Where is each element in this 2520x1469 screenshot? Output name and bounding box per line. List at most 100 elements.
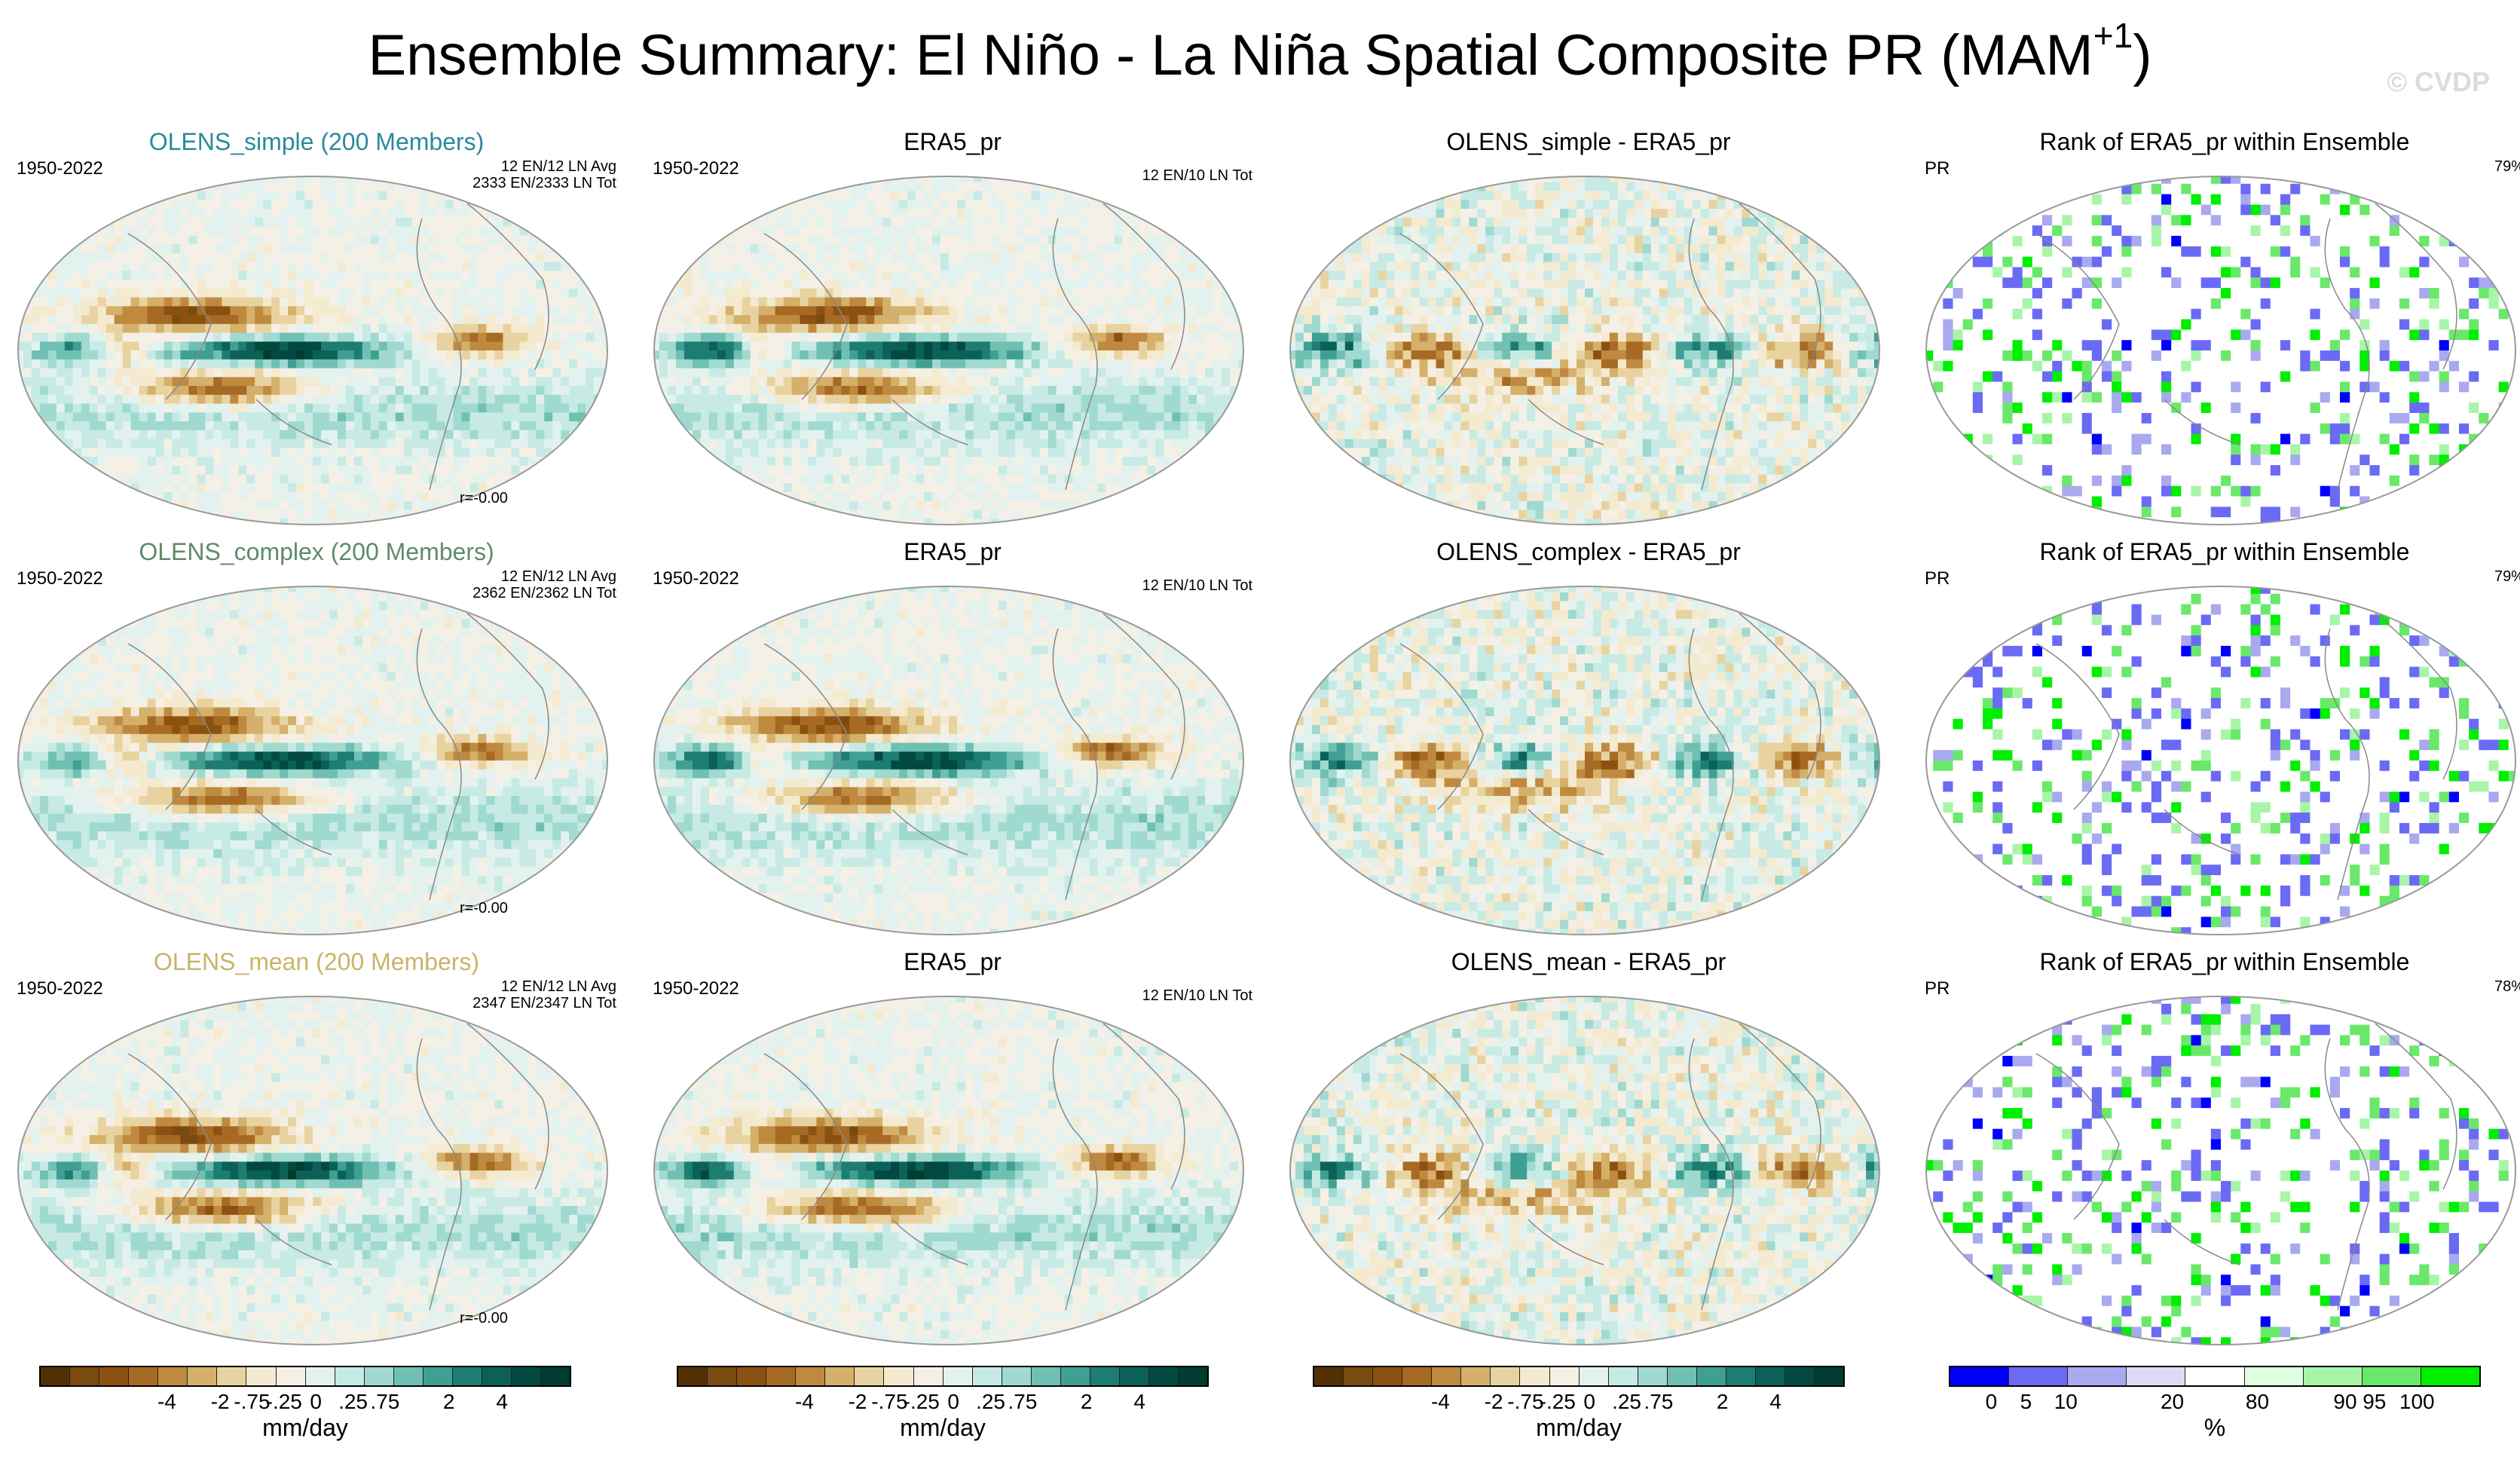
colorbar-tick-label: 80 xyxy=(2246,1390,2269,1414)
ensemble-panel: OLENS_simple (200 Members) 1950-2022 12 EN… xyxy=(15,128,618,539)
ensemble-info: 12 EN/12 LN Avg 2347 EN/2347 LN Tot xyxy=(472,978,616,1011)
colorbar-tick-label: -2 xyxy=(1485,1390,1503,1414)
observed-panel: ERA5_pr 1950-2022 12 EN/10 LN Tot xyxy=(651,128,1254,539)
colorbar-swatch xyxy=(364,1367,394,1385)
colorbar-swatch xyxy=(452,1367,482,1385)
obs-map xyxy=(653,176,1244,525)
ensemble-avg-info: 12 EN/12 LN Avg xyxy=(472,978,616,995)
colorbar-tick-label: -.25 xyxy=(1540,1390,1576,1414)
colorbar-swatch xyxy=(246,1367,277,1385)
colorbar-swatch xyxy=(70,1367,100,1385)
observed-info: 12 EN/10 LN Tot xyxy=(1142,167,1252,184)
period-label: 1950-2022 xyxy=(653,158,739,179)
colorbar-tick-label: .75 xyxy=(1644,1390,1673,1414)
colorbar-tick-label: -.75 xyxy=(871,1390,907,1414)
rank-colorbar: 0 5 10 20 80 90 95 100 % xyxy=(1949,1366,2481,1442)
colorbar-swatch xyxy=(512,1367,542,1385)
figure-title: Ensemble Summary: El Niño - La Niña Spat… xyxy=(0,16,2520,88)
period-label: 1950-2022 xyxy=(17,978,103,999)
colorbar-swatch xyxy=(884,1367,914,1385)
colorbar-swatch xyxy=(305,1367,335,1385)
colorbar-swatch xyxy=(1491,1367,1521,1385)
colorbar-swatch xyxy=(2127,1367,2186,1385)
colorbar-swatch xyxy=(1344,1367,1374,1385)
colorbar-tick-label: -2 xyxy=(849,1390,867,1414)
ensemble-tot-info: 2347 EN/2347 LN Tot xyxy=(472,995,616,1011)
rank-percent: 78% xyxy=(2494,978,2520,995)
colorbar-tick-label: -.25 xyxy=(904,1390,940,1414)
colorbar-swatch xyxy=(1149,1367,1179,1385)
colorbar-swatch xyxy=(1549,1367,1580,1385)
rank-percent: 79% xyxy=(2494,158,2520,175)
colorbar-swatch xyxy=(1179,1367,1208,1385)
colorbar-swatch xyxy=(2185,1367,2245,1385)
colorbar-swatch xyxy=(1461,1367,1491,1385)
colorbar-tick-label: 20 xyxy=(2161,1390,2184,1414)
colorbar-swatch xyxy=(1314,1367,1344,1385)
pr-colorbar-3: -4 -2 -.75 -.25 0 .25.75 2 4 mm/day xyxy=(1313,1366,1845,1442)
colorbar-swatch xyxy=(276,1367,306,1385)
colorbar-swatch xyxy=(541,1367,570,1385)
pattern-correlation: r=-0.00 xyxy=(460,490,508,507)
rank-percent: 79% xyxy=(2494,568,2520,585)
difference-title: OLENS_complex - ERA5_pr xyxy=(1287,538,1890,566)
colorbar-swatch xyxy=(1950,1367,2010,1385)
obs-map xyxy=(653,586,1244,935)
difference-panel: OLENS_simple - ERA5_pr xyxy=(1287,128,1890,539)
colorbar-swatch xyxy=(335,1367,365,1385)
ensemble-title: OLENS_simple (200 Members) xyxy=(15,128,618,156)
colorbar-swatch xyxy=(855,1367,885,1385)
ensemble-title: OLENS_mean (200 Members) xyxy=(15,948,618,976)
colorbar-tick-label: -4 xyxy=(795,1390,814,1414)
colorbar-swatch xyxy=(482,1367,512,1385)
colorbar-swatch xyxy=(1726,1367,1756,1385)
rank-title: Rank of ERA5_pr within Ensemble xyxy=(1923,538,2520,566)
colorbar-tick-label: -.75 xyxy=(1507,1390,1543,1414)
colorbar-swatch xyxy=(217,1367,247,1385)
colorbar-tick-label: 2 xyxy=(1081,1390,1093,1414)
colorbar-units: mm/day xyxy=(677,1414,1209,1442)
rank-title: Rank of ERA5_pr within Ensemble xyxy=(1923,128,2520,156)
colorbar-units: mm/day xyxy=(1313,1414,1845,1442)
colorbar-swatch xyxy=(99,1367,130,1385)
colorbar-swatches xyxy=(39,1366,571,1387)
ens-map xyxy=(17,176,608,525)
colorbar-tick-label: 4 xyxy=(496,1390,508,1414)
rank-map xyxy=(1925,586,2516,935)
colorbar-swatches xyxy=(1949,1366,2481,1387)
observed-title: ERA5_pr xyxy=(651,538,1254,566)
colorbar-tick-label: -4 xyxy=(1431,1390,1450,1414)
colorbar-swatch xyxy=(2421,1367,2479,1385)
colorbar-swatch xyxy=(2362,1367,2421,1385)
colorbar-swatch xyxy=(1031,1367,1061,1385)
colorbar-swatch xyxy=(423,1367,453,1385)
ensemble-tot-info: 2362 EN/2362 LN Tot xyxy=(472,585,616,601)
colorbar-swatch xyxy=(708,1367,738,1385)
watermark: © CVDP xyxy=(2387,66,2490,98)
colorbar-swatch xyxy=(1432,1367,1462,1385)
observed-title: ERA5_pr xyxy=(651,128,1254,156)
colorbar-tick-label: .25 xyxy=(338,1390,368,1414)
ensemble-title: OLENS_complex (200 Members) xyxy=(15,538,618,566)
colorbar-swatch xyxy=(943,1367,973,1385)
colorbar-swatch xyxy=(2244,1367,2304,1385)
colorbar-swatch xyxy=(1520,1367,1550,1385)
colorbar-tick-label: .25 xyxy=(976,1390,1005,1414)
colorbar-tick-label: 95 xyxy=(2362,1390,2386,1414)
colorbar-swatch xyxy=(1815,1367,1844,1385)
colorbar-swatch xyxy=(1579,1367,1609,1385)
ensemble-info: 12 EN/12 LN Avg 2362 EN/2362 LN Tot xyxy=(472,568,616,601)
ens-map xyxy=(17,996,608,1345)
colorbar-tick-label: 4 xyxy=(1133,1390,1145,1414)
observed-info: 12 EN/10 LN Tot xyxy=(1142,987,1252,1004)
colorbar-swatch xyxy=(1608,1367,1638,1385)
colorbar-swatch xyxy=(678,1367,708,1385)
colorbar-swatch xyxy=(1002,1367,1032,1385)
diff-map xyxy=(1289,586,1880,935)
colorbar-swatch xyxy=(1696,1367,1726,1385)
rank-map xyxy=(1925,176,2516,525)
colorbar-tick-label: 0 xyxy=(1583,1390,1595,1414)
colorbar-swatch xyxy=(1373,1367,1403,1385)
